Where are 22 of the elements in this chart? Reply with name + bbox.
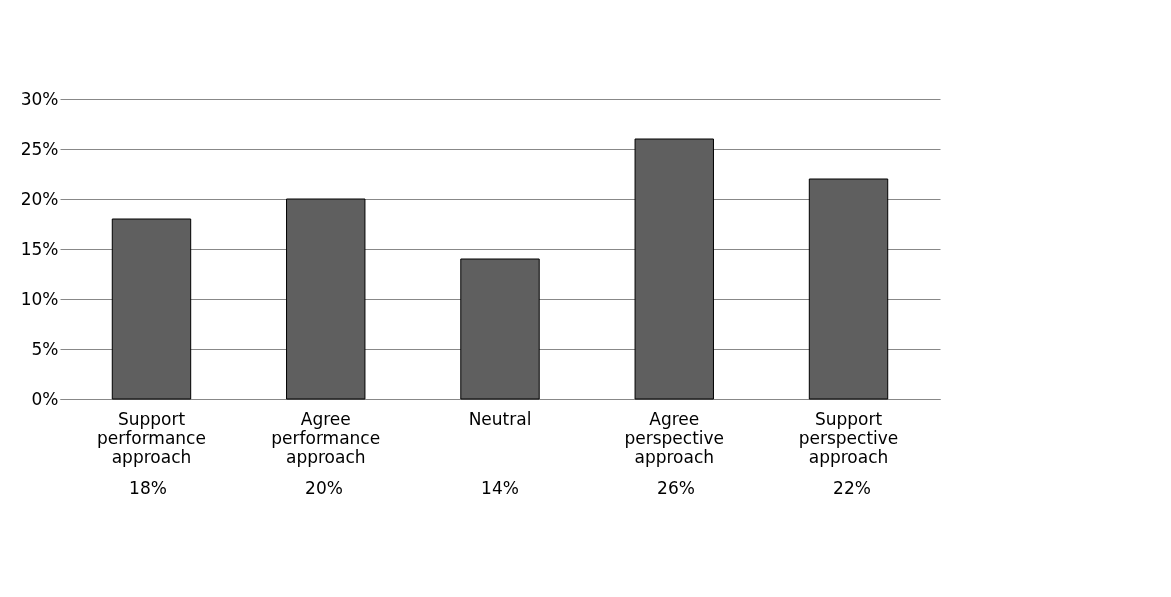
- x-tick-label: Agree performance approach: [271, 408, 381, 467]
- bar: [634, 138, 714, 400]
- y-tick-label: 25%: [20, 138, 59, 159]
- x-tick-label: Agree perspective approach: [624, 408, 725, 467]
- y-tick-label: 15%: [20, 238, 59, 259]
- x-tick-label: Support perspective approach: [798, 408, 899, 467]
- y-tick-label: 5%: [31, 338, 59, 359]
- data-label: 14%: [481, 478, 519, 498]
- data-label: 22%: [833, 478, 871, 498]
- bar: [808, 178, 889, 400]
- bar: [111, 218, 192, 400]
- y-tick-label: 10%: [20, 288, 59, 309]
- y-tick-label: 30%: [20, 88, 59, 109]
- bar: [286, 198, 366, 400]
- x-tick-label: Neutral: [468, 408, 532, 429]
- bar: [460, 258, 540, 400]
- data-label: 26%: [657, 478, 695, 498]
- data-label: 20%: [305, 478, 343, 498]
- y-tick-label: 0%: [31, 388, 59, 409]
- data-label: 18%: [129, 478, 167, 498]
- x-tick-label: Support performance approach: [97, 408, 206, 467]
- y-tick-label: 20%: [20, 188, 59, 209]
